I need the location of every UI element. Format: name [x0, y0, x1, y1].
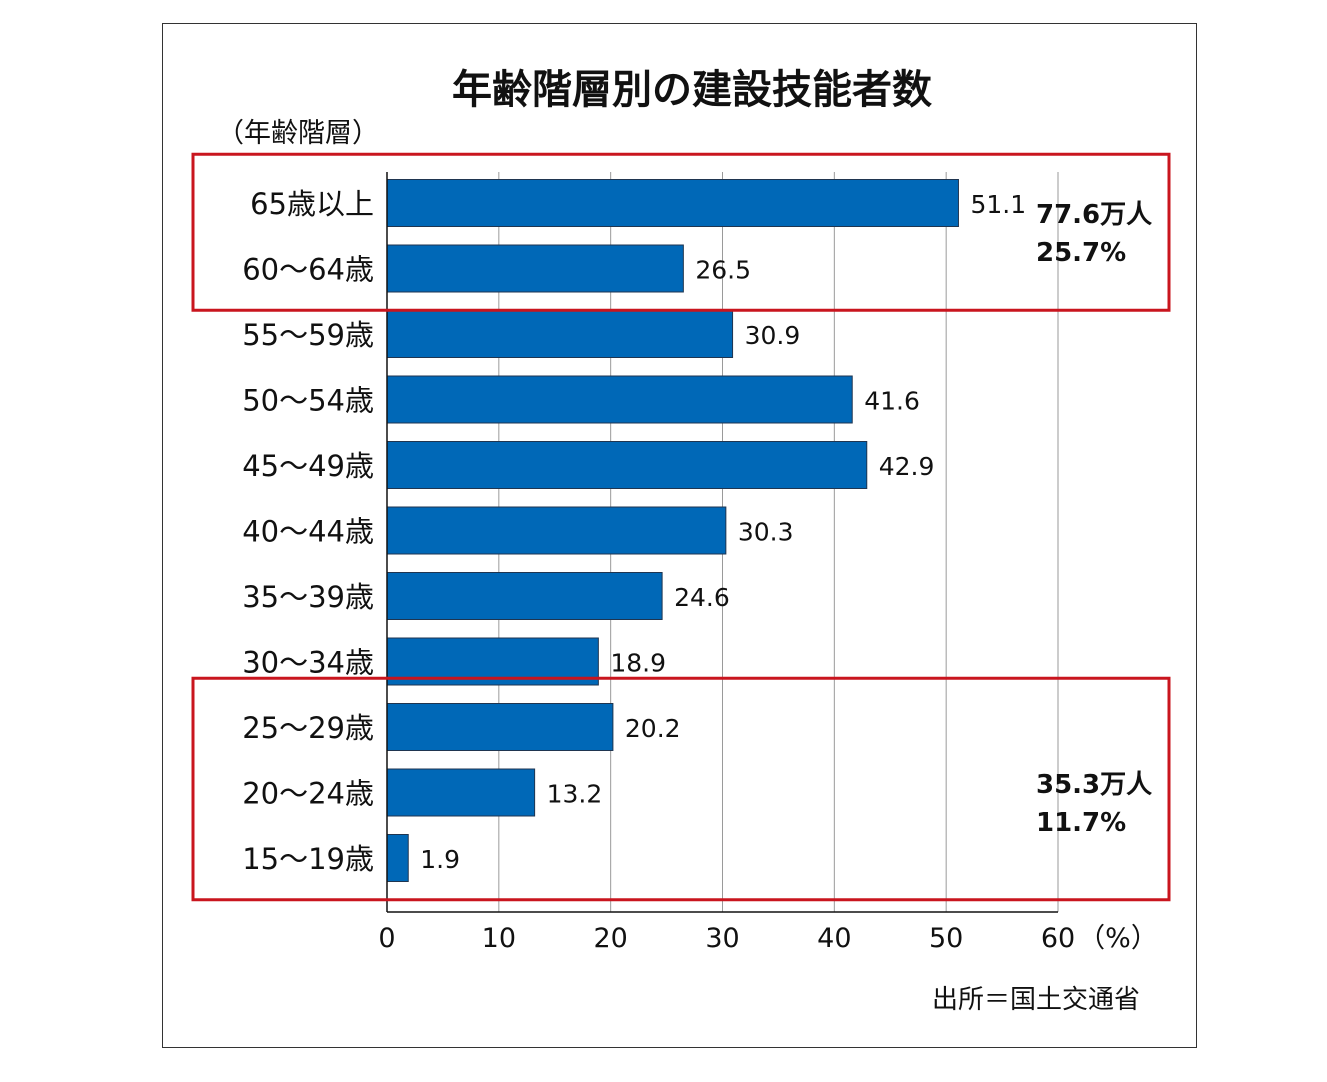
- data-label: 42.9: [879, 452, 935, 481]
- group-total-label: 77.6万人: [1036, 200, 1152, 230]
- highlight-box: [191, 676, 1171, 902]
- bar: [386, 834, 409, 882]
- category-label: 60～64歳: [242, 253, 374, 287]
- x-tick-label: 60: [1041, 923, 1075, 954]
- group-share-label: 11.7%: [1036, 808, 1126, 838]
- data-label: 30.9: [745, 321, 801, 350]
- category-label: 55～59歳: [242, 318, 374, 352]
- axes: 0 10 20 30 40 50 60 65歳以上 60～64歳 55～59歳 50～54歳 45～4…: [242, 172, 1075, 954]
- data-label: 13.2: [547, 780, 603, 809]
- data-label: 20.2: [625, 714, 681, 743]
- data-label: 1.9: [420, 845, 460, 874]
- category-label: 30～34歳: [242, 646, 374, 680]
- bar: [386, 703, 614, 751]
- category-label: 20～24歳: [242, 777, 374, 811]
- highlight-groups: 77.6万人 25.7% 35.3万人 11.7%: [191, 152, 1171, 902]
- data-label: 26.5: [695, 256, 751, 285]
- x-tick-label: 40: [817, 923, 851, 954]
- bar: [386, 768, 536, 817]
- category-label: 40～44歳: [242, 515, 374, 549]
- x-tick-label: 50: [929, 923, 963, 954]
- bar: [386, 572, 663, 620]
- category-label: 50～54歳: [242, 384, 374, 418]
- chart-frame: [162, 23, 1197, 1048]
- chart-title: 年齢階層別の建設技能者数: [452, 67, 932, 113]
- x-tick-label: 30: [705, 923, 739, 954]
- x-axis-unit-label: （%）: [1078, 923, 1158, 954]
- group-total-label: 35.3万人: [1036, 770, 1152, 800]
- x-tick-label: 10: [482, 923, 516, 954]
- bar: [386, 441, 868, 489]
- category-label: 45～49歳: [242, 449, 374, 483]
- category-label: 35～39歳: [242, 580, 374, 614]
- data-label: 41.6: [864, 387, 920, 416]
- category-label: 65歳以上: [250, 187, 374, 221]
- data-label: 24.6: [674, 583, 730, 612]
- source-note: 出所＝国土交通省: [932, 985, 1140, 1015]
- category-label: 15～19歳: [242, 842, 374, 876]
- group-share-label: 25.7%: [1036, 238, 1126, 268]
- y-axis-label: （年齢階層）: [217, 118, 379, 149]
- category-label: 25～29歳: [242, 711, 374, 745]
- data-label: 51.1: [970, 190, 1026, 219]
- highlight-box: [191, 152, 1171, 312]
- data-label: 30.3: [738, 518, 794, 547]
- bar: [386, 179, 959, 227]
- bar: [386, 310, 734, 358]
- x-tick-label: 20: [593, 923, 627, 954]
- data-label: 18.9: [610, 649, 666, 678]
- bar: [386, 375, 853, 424]
- bar: [386, 244, 684, 293]
- x-tick-label: 0: [378, 923, 395, 954]
- bars: 51.1 26.5 30.9 41.6 42.9 30.3 24.6 18.9 20.2 13.2…: [386, 179, 1026, 882]
- bar: [386, 506, 727, 555]
